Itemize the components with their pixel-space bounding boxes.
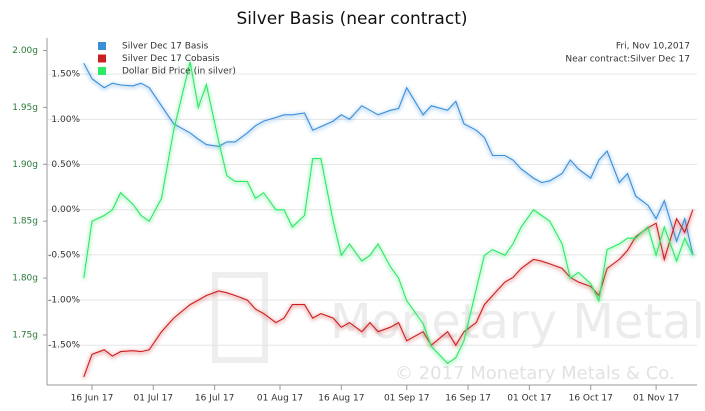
y2-tick-label: 1.80g xyxy=(12,274,38,284)
x-tick-label: 16 Oct 17 xyxy=(569,394,613,404)
y-tick-label: 1.50% xyxy=(51,70,80,80)
x-tick-label: 16 Jul 17 xyxy=(195,394,235,404)
y2-tick-label: 1.90g xyxy=(12,160,38,170)
legend-swatch xyxy=(98,67,106,75)
watermark-logo xyxy=(212,272,268,363)
y2-tick-label: 1.85g xyxy=(12,217,38,227)
legend-swatch xyxy=(98,54,106,63)
y-tick-label: -0.50% xyxy=(48,250,80,260)
y2-tick-label: 1.75g xyxy=(12,330,38,340)
annotation: Fri, Nov 10,2017 xyxy=(616,42,690,52)
y2-tick-label: 1.95g xyxy=(12,103,38,113)
x-tick-label: 01 Sep 17 xyxy=(384,394,430,404)
watermark: Monetary Metals © 2017 Monetary Metals &… xyxy=(212,272,705,384)
series-line xyxy=(83,209,694,378)
y-tick-label: 0.00% xyxy=(51,205,80,215)
y-tick-label: -1.00% xyxy=(48,296,80,306)
legend-label: Silver Dec 17 Cobasis xyxy=(122,54,220,64)
legend-swatch xyxy=(98,42,106,50)
legend-label: Dollar Bid Price (in silver) xyxy=(122,67,236,77)
series-line xyxy=(83,63,694,256)
annotation: Near contract:Silver Dec 17 xyxy=(565,55,690,65)
x-tick-label: 01 Jul 17 xyxy=(134,394,174,404)
x-tick-label: 16 Aug 17 xyxy=(318,394,364,404)
x-tick-label: 16 Sep 17 xyxy=(445,394,491,404)
legend-label: Silver Dec 17 Basis xyxy=(122,42,209,52)
y-tick-label: -1.50% xyxy=(48,341,80,351)
y-tick-label: 0.50% xyxy=(51,160,80,170)
chart-title: Silver Basis (near contract) xyxy=(237,9,468,29)
x-tick-label: 01 Aug 17 xyxy=(257,394,303,404)
watermark-text: Monetary Metals xyxy=(330,294,705,350)
x-tick-label: 01 Oct 17 xyxy=(507,394,551,404)
watermark-copyright: © 2017 Monetary Metals & Co. xyxy=(395,363,675,384)
y2-tick-label: 2.00g xyxy=(12,46,38,56)
x-tick-label: 01 Nov 17 xyxy=(633,394,679,404)
x-tick-label: 16 Jun 17 xyxy=(71,394,114,404)
y-tick-label: 1.00% xyxy=(51,115,80,125)
series-line xyxy=(83,61,694,365)
